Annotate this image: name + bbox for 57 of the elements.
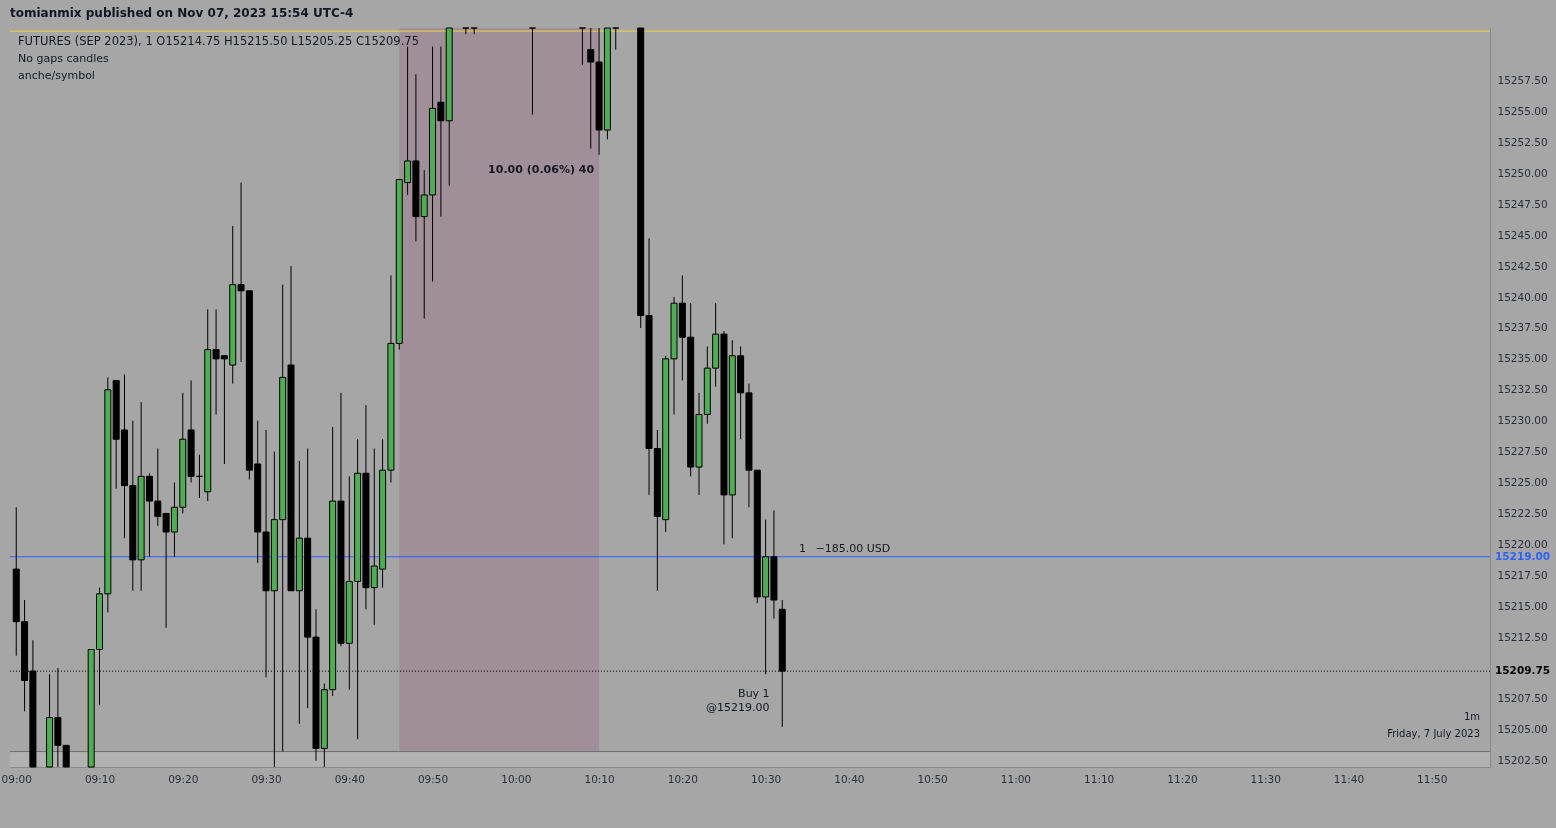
x-tick-label: 10:20 — [667, 772, 698, 785]
ref-line-label: 15219.00 — [1495, 549, 1551, 562]
y-tick-label: 15212.50 — [1497, 630, 1548, 643]
x-tick-label: 11:00 — [1000, 772, 1032, 785]
x-tick-label: 10:50 — [917, 772, 948, 785]
annotation: anche/symbol — [18, 69, 95, 82]
x-tick-label: 11:40 — [1333, 772, 1365, 785]
x-tick-label: 11:10 — [1084, 772, 1115, 785]
annotation: No gaps candles — [18, 52, 109, 65]
candlestick — [578, 27, 586, 66]
ref-line-label: 15209.75 — [1495, 664, 1551, 677]
y-tick-label: 15252.50 — [1497, 135, 1548, 148]
y-tick-label: 15220.00 — [1497, 537, 1548, 550]
y-tick-label: 15205.00 — [1497, 723, 1548, 736]
x-tick-label: 09:40 — [334, 772, 365, 785]
x-tick-label: 10:40 — [834, 772, 865, 785]
annotation: 1 — [798, 541, 806, 555]
x-tick-label: 11:30 — [1250, 772, 1281, 785]
annotation: Buy 1 — [738, 687, 770, 701]
x-tick-label: 10:30 — [750, 772, 782, 785]
y-tick-label: 15257.50 — [1497, 74, 1548, 87]
text: tomianmix published on Nov 07, 2023 15:54 UTC-4 — [10, 6, 354, 20]
y-tick-label: 15255.00 — [1497, 104, 1548, 117]
y-tick-label: 15240.00 — [1497, 290, 1548, 303]
y-tick-label: 15242.50 — [1497, 259, 1548, 272]
text: FUTURES (SEP 2023), 1 O15214.75 H15215.50 L15205.25 C15209.75 — [18, 34, 419, 48]
x-tick-label: 09:00 — [1, 772, 32, 785]
y-tick-label: 15230.00 — [1497, 414, 1548, 427]
y-tick-label: 15207.50 — [1497, 692, 1548, 705]
annotation: −185.00 USD — [815, 541, 891, 555]
x-tick-label: 11:50 — [1417, 772, 1448, 785]
y-tick-label: 15245.00 — [1497, 228, 1548, 241]
y-tick-label: 15227.50 — [1497, 445, 1548, 458]
x-tick-label: 10:10 — [584, 772, 615, 785]
x-tick-label: 09:50 — [417, 772, 449, 785]
band-label: 10.00 (0.06%) 40 — [488, 163, 595, 176]
y-tick-label: 15215.00 — [1497, 599, 1548, 612]
y-tick-label: 15225.00 — [1497, 476, 1548, 489]
y-tick-label: 15222.50 — [1497, 506, 1548, 519]
annotation: Friday, 7 July 2023 — [1387, 728, 1480, 739]
y-tick-label: 15235.00 — [1497, 352, 1548, 365]
x-tick-label: 09:30 — [251, 772, 282, 785]
y-tick-label: 15247.50 — [1497, 197, 1548, 210]
annotation: @15219.00 — [706, 701, 770, 715]
x-tick-label: 11:20 — [1167, 772, 1198, 785]
candlestick — [462, 27, 470, 35]
x-tick-label: 09:10 — [84, 772, 116, 785]
candlestick — [528, 27, 536, 116]
y-tick-label: 15250.00 — [1497, 166, 1548, 179]
y-tick-label: 15217.50 — [1497, 568, 1548, 581]
y-tick-label: 15202.50 — [1497, 754, 1548, 767]
x-tick-label: 09:20 — [168, 772, 199, 785]
x-tick-label: 10:00 — [501, 772, 532, 785]
candlestick — [612, 27, 620, 51]
y-tick-label: 15237.50 — [1497, 321, 1548, 334]
y-tick-label: 15232.50 — [1497, 383, 1548, 396]
annotation: 1m — [1463, 711, 1480, 722]
